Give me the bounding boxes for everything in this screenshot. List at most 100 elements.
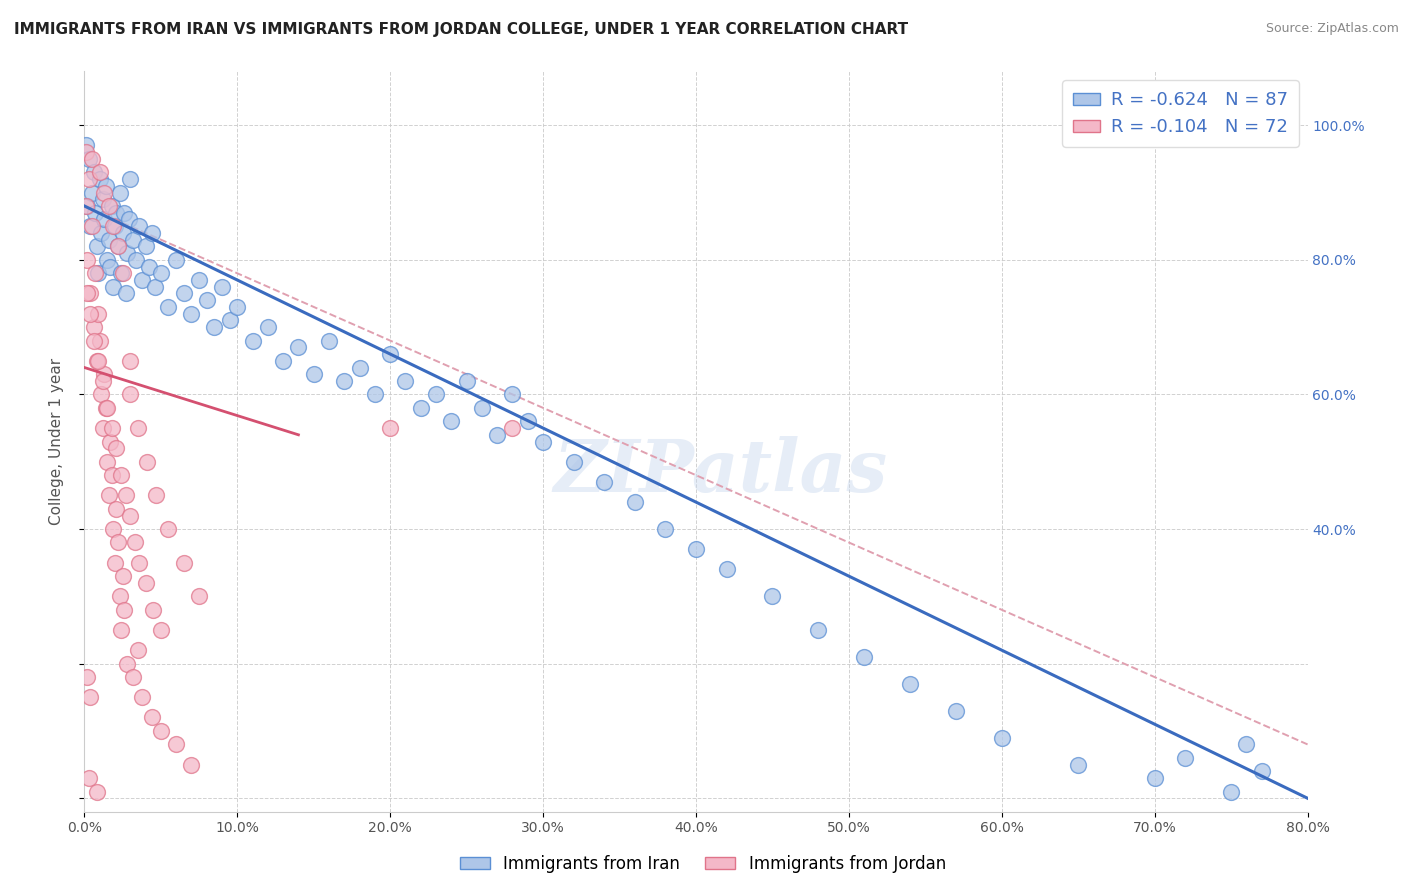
Point xyxy=(77,172,100,186)
Point xyxy=(425,387,447,401)
Point xyxy=(761,590,783,604)
Point xyxy=(165,738,187,752)
Point xyxy=(271,353,294,368)
Point xyxy=(716,562,738,576)
Point xyxy=(1067,757,1090,772)
Point xyxy=(98,434,121,449)
Point xyxy=(105,442,128,456)
Point xyxy=(195,293,218,308)
Point xyxy=(593,475,616,489)
Point xyxy=(80,219,103,234)
Point xyxy=(149,266,172,280)
Point xyxy=(83,320,105,334)
Point xyxy=(89,172,111,186)
Point xyxy=(83,165,105,179)
Point xyxy=(471,401,494,415)
Point xyxy=(143,279,166,293)
Point xyxy=(107,535,129,549)
Point xyxy=(101,468,124,483)
Point xyxy=(103,219,125,234)
Point xyxy=(157,522,180,536)
Point xyxy=(75,138,97,153)
Point xyxy=(75,145,97,160)
Point xyxy=(76,252,98,267)
Point xyxy=(131,273,153,287)
Point xyxy=(991,731,1014,745)
Point xyxy=(136,455,159,469)
Legend: Immigrants from Iran, Immigrants from Jordan: Immigrants from Iran, Immigrants from Jo… xyxy=(454,848,952,880)
Point xyxy=(93,212,115,227)
Point xyxy=(79,690,101,705)
Point xyxy=(180,757,202,772)
Point xyxy=(91,192,114,206)
Point xyxy=(87,353,110,368)
Legend: R = -0.624   N = 87, R = -0.104   N = 72: R = -0.624 N = 87, R = -0.104 N = 72 xyxy=(1062,80,1299,147)
Point xyxy=(104,219,127,234)
Point xyxy=(141,710,163,724)
Point xyxy=(135,575,157,590)
Point xyxy=(516,414,538,428)
Point xyxy=(380,347,402,361)
Text: ZIPatlas: ZIPatlas xyxy=(554,435,887,507)
Point xyxy=(101,199,124,213)
Point xyxy=(131,690,153,705)
Point xyxy=(111,266,134,280)
Point xyxy=(409,401,432,415)
Point xyxy=(1250,764,1272,779)
Point xyxy=(112,603,135,617)
Point xyxy=(75,199,97,213)
Point xyxy=(157,300,180,314)
Point xyxy=(79,286,101,301)
Point xyxy=(257,320,280,334)
Point xyxy=(80,186,103,200)
Point xyxy=(86,353,108,368)
Point xyxy=(135,239,157,253)
Point xyxy=(83,334,105,348)
Point xyxy=(118,212,141,227)
Point xyxy=(94,178,117,193)
Point xyxy=(120,508,142,523)
Point xyxy=(127,421,149,435)
Point xyxy=(173,286,195,301)
Point xyxy=(218,313,240,327)
Point xyxy=(120,387,142,401)
Point xyxy=(562,455,585,469)
Point xyxy=(394,374,416,388)
Point xyxy=(93,186,115,200)
Point xyxy=(853,649,876,664)
Point xyxy=(97,233,120,247)
Point xyxy=(89,165,111,179)
Point xyxy=(96,401,118,415)
Point xyxy=(211,279,233,293)
Point xyxy=(101,421,124,435)
Point xyxy=(97,199,120,213)
Point xyxy=(173,556,195,570)
Point xyxy=(1236,738,1258,752)
Point xyxy=(685,542,707,557)
Point xyxy=(86,239,108,253)
Point xyxy=(807,623,830,637)
Point xyxy=(84,266,107,280)
Point xyxy=(103,522,125,536)
Point xyxy=(87,307,110,321)
Point xyxy=(124,535,146,549)
Point xyxy=(93,368,115,382)
Point xyxy=(111,226,134,240)
Point xyxy=(1220,784,1243,798)
Text: Source: ZipAtlas.com: Source: ZipAtlas.com xyxy=(1265,22,1399,36)
Point xyxy=(364,387,387,401)
Point xyxy=(96,252,118,267)
Point xyxy=(287,340,309,354)
Point xyxy=(98,260,121,274)
Point xyxy=(114,286,136,301)
Point xyxy=(202,320,225,334)
Point xyxy=(531,434,554,449)
Point xyxy=(111,569,134,583)
Point xyxy=(318,334,340,348)
Point xyxy=(76,286,98,301)
Point xyxy=(91,421,114,435)
Point xyxy=(97,488,120,502)
Point xyxy=(128,219,150,234)
Point xyxy=(456,374,478,388)
Point xyxy=(333,374,356,388)
